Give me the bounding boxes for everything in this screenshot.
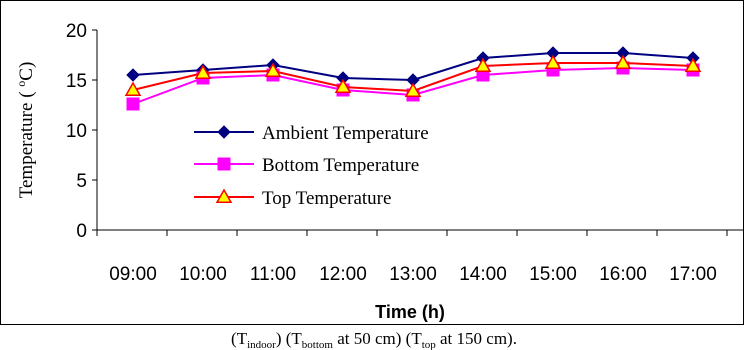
x-tick-label: 13:00 [389,264,437,285]
y-axis-label-unit: C) [16,62,37,81]
figure-caption: (Tindoor) (Tbottom at 50 cm) (Ttop at 15… [231,329,517,350]
x-tick-label: 16:00 [599,264,647,285]
top-data-point [194,64,212,79]
caption-part-2: ) (T [276,329,303,348]
top-data-point [264,62,282,77]
bottom-data-point [126,97,140,111]
x-tick-label: 14:00 [459,264,507,285]
series-group [124,46,702,111]
x-tick-label: 12:00 [319,264,367,285]
y-tick-label: 10 [66,121,87,142]
y-tick-label: 15 [66,71,87,92]
y-axis-label-degree: o [14,81,28,87]
top-data-point [334,78,352,93]
x-tick-label: 09:00 [109,264,157,285]
top-legend-marker [215,188,233,203]
x-tick-label: 15:00 [529,264,577,285]
ambient-legend-marker [217,125,231,139]
caption-part-4: at 150 cm). [436,329,517,348]
y-tick-label: 0 [76,221,87,242]
y-axis: 0 5 10 15 20 [66,21,98,242]
x-tick-label: 11:00 [250,264,296,285]
caption-sub-top: top [422,339,437,350]
y-axis-label: Temperature ( oC) [14,62,37,199]
caption-sub-indoor: indoor [247,339,276,350]
caption-sub-bottom: bottom [302,339,334,350]
ambient-legend-label: Ambient Temperature [262,123,429,144]
x-tick-label: 17:00 [669,264,717,285]
y-tick-label: 20 [66,21,87,42]
x-axis: 09:00 10:00 11:00 12:00 13:00 14:00 15:00 16:00… [96,229,744,285]
bottom-legend-marker [217,157,231,171]
top-data-point [124,81,142,96]
top-data-point [474,57,492,72]
y-tick-label: 5 [76,171,87,192]
top-data-point [544,54,562,69]
legend: Ambient Temperature Bottom Temperature Top… [194,123,429,209]
x-axis-title: Time (h) [375,302,445,322]
top-data-point [684,57,702,72]
x-tick-label: 10:00 [179,264,227,285]
y-axis-label-main: Temperature ( [16,87,37,199]
bottom-legend-label: Bottom Temperature [262,155,419,176]
top-legend-label: Top Temperature [262,188,391,209]
caption-part-3: at 50 cm) (T [333,329,422,348]
caption-part-1: (T [231,329,248,348]
ambient-data-point [126,68,140,82]
top-data-point [404,82,422,97]
top-data-point [614,54,632,69]
